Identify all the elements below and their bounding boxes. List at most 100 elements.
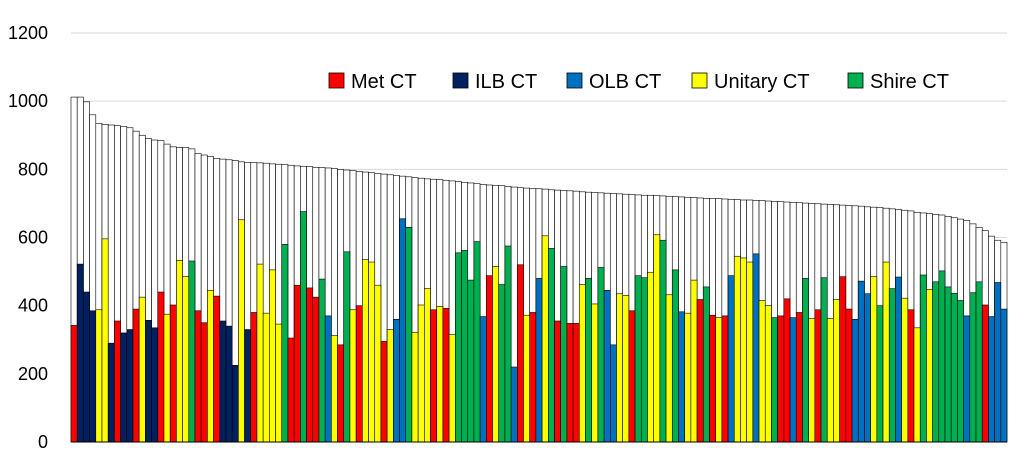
ct-bar <box>752 253 760 443</box>
ct-bar <box>702 286 710 443</box>
y-tick-label: 600 <box>18 228 48 248</box>
ct-bar <box>101 238 109 443</box>
legend-label: Unitary CT <box>714 71 810 93</box>
ct-bar <box>523 314 530 443</box>
ct-bar <box>616 293 623 443</box>
ct-bar <box>114 320 121 443</box>
ct-bar <box>665 294 673 443</box>
ct-bar <box>138 296 146 443</box>
ct-bar <box>932 281 940 443</box>
ct-bar <box>436 306 444 443</box>
legend-item: OLB CT <box>566 71 661 93</box>
ct-bar <box>479 316 487 443</box>
y-tick-label: 0 <box>38 432 48 452</box>
y-tick-label: 400 <box>18 296 48 316</box>
ct-bar <box>758 300 766 443</box>
ct-bar <box>107 342 115 443</box>
ct-bar <box>424 288 431 443</box>
ct-bars <box>70 211 1008 443</box>
ct-bar <box>690 279 698 443</box>
y-tick-label: 200 <box>18 364 48 384</box>
ct-bar <box>938 270 946 443</box>
legend-swatch <box>452 72 469 89</box>
ct-bar <box>194 310 202 443</box>
ct-bar <box>950 293 958 443</box>
ct-bar <box>498 284 506 443</box>
ct-bar <box>715 317 723 443</box>
ct-bar <box>461 250 469 443</box>
legend-swatch <box>566 72 583 89</box>
ct-bar <box>659 239 667 443</box>
ct-bar <box>864 293 871 443</box>
ct-bar <box>368 261 376 443</box>
ct-bar <box>349 309 357 443</box>
ct-bar <box>188 260 196 443</box>
ct-bar <box>926 289 933 443</box>
ct-bar <box>504 245 512 443</box>
ct-bar <box>70 325 78 443</box>
legend: Met CT ILB CT OLB CT Unitary CT Shire CT <box>328 71 949 93</box>
ct-bar <box>250 312 258 443</box>
ct-bar <box>981 304 989 443</box>
ct-bar <box>628 310 636 443</box>
ct-bar <box>386 329 394 443</box>
ct-bar <box>312 296 320 443</box>
ct-bar <box>764 305 772 443</box>
ct-bar <box>733 255 741 443</box>
y-tick-label: 1200 <box>8 23 48 43</box>
ct-bar <box>771 317 778 443</box>
ct-bar <box>76 263 84 443</box>
ct-bar <box>640 277 648 443</box>
legend-item: Met CT <box>328 71 417 93</box>
y-axis: 0 200 400 600 800 1000 1200 <box>8 23 48 452</box>
ct-bar <box>851 318 859 443</box>
ct-bar <box>293 284 301 443</box>
ct-bar <box>89 310 97 443</box>
ct-bar <box>820 277 828 443</box>
ct-bar <box>380 341 388 443</box>
ct-bar <box>802 278 809 443</box>
ct-bar <box>244 329 252 443</box>
ct-bar <box>355 305 363 443</box>
ct-bar <box>653 234 661 443</box>
ct-bar <box>207 290 214 443</box>
ct-bar <box>448 334 456 443</box>
ct-bar <box>622 295 630 443</box>
y-tick-label: 800 <box>18 159 48 179</box>
ct-bar <box>343 251 351 443</box>
ct-bar <box>467 279 475 443</box>
ct-bar <box>306 287 314 443</box>
ct-bar <box>578 284 586 443</box>
ct-bar <box>132 308 140 443</box>
ct-bar <box>238 219 245 443</box>
ct-bar <box>566 323 574 443</box>
ct-bar <box>913 327 921 443</box>
ct-bar <box>83 291 90 443</box>
ct-bar <box>783 298 791 443</box>
ct-bar <box>182 276 190 443</box>
ct-bar <box>393 318 400 443</box>
ct-bar <box>318 278 326 443</box>
ct-bar <box>988 316 995 443</box>
ct-bar <box>597 267 605 443</box>
ct-bar <box>275 323 283 443</box>
ct-bar <box>492 266 500 443</box>
ct-bar <box>721 315 729 443</box>
ct-bar <box>231 365 239 443</box>
ct-bar <box>560 266 568 443</box>
ct-bar <box>572 323 580 443</box>
ct-bar <box>696 299 704 443</box>
ct-bar <box>442 308 450 443</box>
ct-bar <box>163 313 171 443</box>
ct-bar <box>529 312 537 443</box>
ct-bar <box>510 366 518 443</box>
ct-bar <box>944 286 952 443</box>
ct-bar <box>882 261 890 443</box>
ct-bar <box>975 281 983 443</box>
ct-bar <box>281 244 289 443</box>
ct-bar <box>219 320 227 443</box>
ct-bar <box>709 314 716 443</box>
ct-bar <box>225 325 233 443</box>
ct-bar <box>516 264 524 443</box>
ct-bar <box>145 320 152 443</box>
